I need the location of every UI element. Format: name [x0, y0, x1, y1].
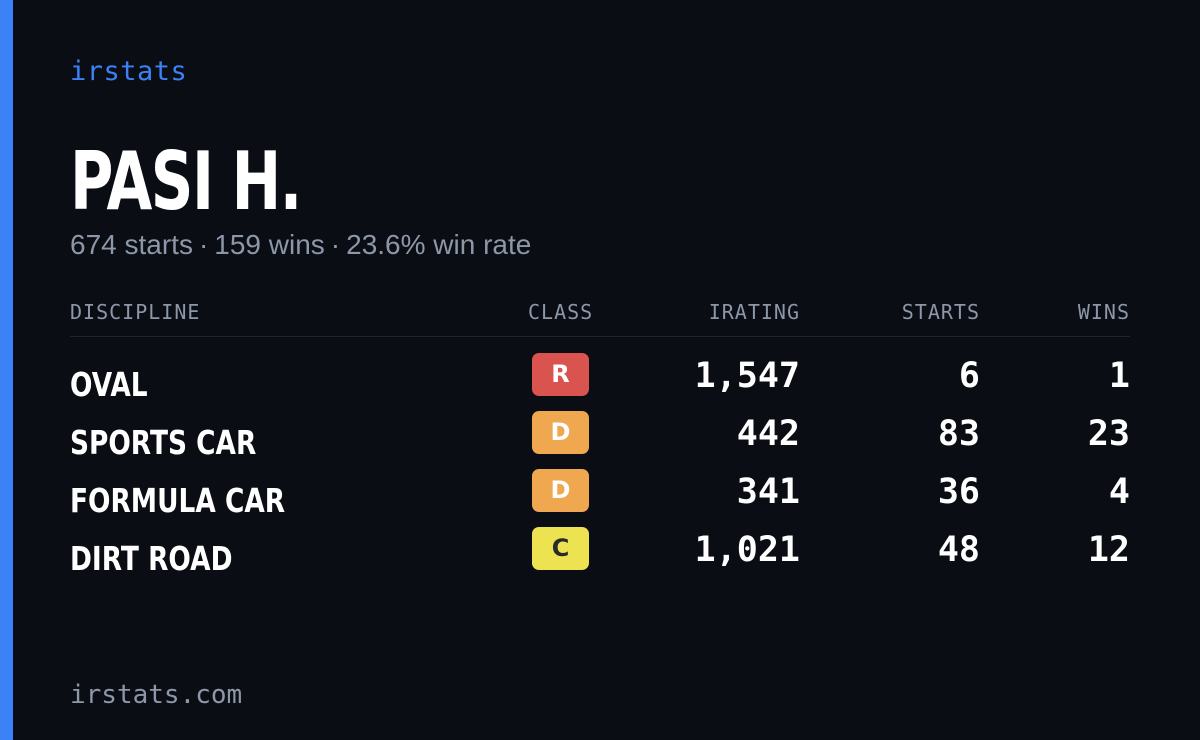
- summary-separator: ·: [330, 229, 341, 260]
- starts-value: 83: [937, 414, 980, 454]
- header-irating: IRATING: [708, 300, 800, 324]
- irating-value: 442: [736, 414, 800, 454]
- class-badge: D: [532, 411, 589, 454]
- class-badge: D: [532, 469, 589, 512]
- wins-value: 12: [1087, 530, 1130, 570]
- starts-summary: 674 starts: [70, 229, 193, 260]
- table-row: OVAL R 1,547 6 1: [70, 353, 1130, 411]
- discipline-name: OVAL: [70, 365, 148, 404]
- discipline-name: DIRT ROAD: [70, 539, 233, 578]
- wins-summary: 159 wins: [214, 229, 325, 260]
- starts-value: 36: [937, 472, 980, 512]
- table-body: OVAL R 1,547 6 1 SPORTS CAR D 442 83 23 …: [70, 337, 1130, 585]
- brand-logo: irstats: [70, 56, 188, 87]
- header-discipline: DISCIPLINE: [70, 300, 201, 324]
- player-name: PASI H.: [70, 135, 302, 228]
- wins-value: 23: [1087, 414, 1130, 454]
- class-badge: R: [532, 353, 589, 396]
- discipline-table: DISCIPLINE CLASS IRATING STARTS WINS OVA…: [70, 298, 1130, 585]
- accent-bar: [0, 0, 13, 740]
- irating-value: 1,547: [694, 356, 800, 396]
- starts-value: 6: [958, 356, 980, 396]
- win-rate-summary: 23.6% win rate: [346, 229, 532, 260]
- table-row: DIRT ROAD C 1,021 48 12: [70, 527, 1130, 585]
- header-class: CLASS: [528, 300, 594, 324]
- player-summary: 674 starts · 159 wins · 23.6% win rate: [70, 228, 531, 262]
- table-row: SPORTS CAR D 442 83 23: [70, 411, 1130, 469]
- class-badge: C: [532, 527, 589, 570]
- discipline-name: SPORTS CAR: [70, 423, 257, 462]
- table-header: DISCIPLINE CLASS IRATING STARTS WINS: [70, 298, 1130, 337]
- summary-separator: ·: [198, 229, 209, 260]
- wins-value: 1: [1108, 356, 1130, 396]
- irating-value: 1,021: [694, 530, 800, 570]
- wins-value: 4: [1108, 472, 1130, 512]
- discipline-name: FORMULA CAR: [70, 481, 286, 520]
- irating-value: 341: [736, 472, 800, 512]
- header-wins: WINS: [1077, 300, 1130, 324]
- footer-url[interactable]: irstats.com: [70, 680, 243, 710]
- header-starts: STARTS: [901, 300, 980, 324]
- table-row: FORMULA CAR D 341 36 4: [70, 469, 1130, 527]
- starts-value: 48: [937, 530, 980, 570]
